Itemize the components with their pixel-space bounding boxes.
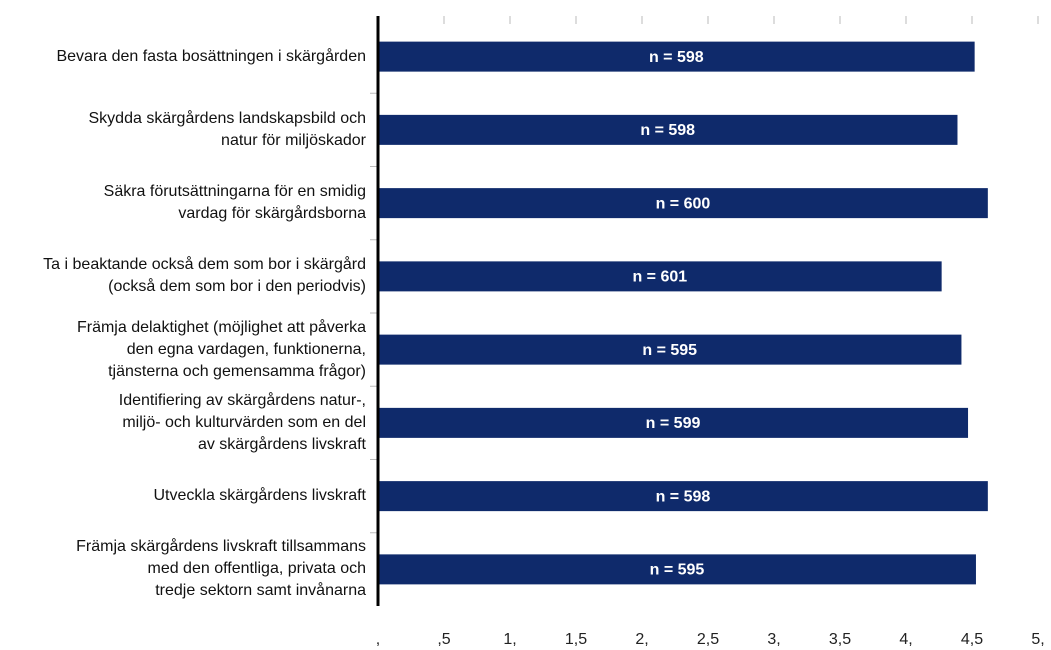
- x-tick-label: 4,: [899, 631, 912, 648]
- y-tick-label: Utveckla skärgårdens livskraft: [153, 487, 366, 505]
- bar-annotation: n = 598: [649, 49, 704, 66]
- x-tick-label: 4,5: [961, 631, 983, 648]
- bar: [378, 114, 958, 145]
- bar: [378, 481, 988, 512]
- x-tick-label: 1,: [503, 631, 516, 648]
- x-tick-label: ,: [376, 631, 380, 648]
- y-tick-label: Ta i beaktande också dem som bor i skärg…: [43, 256, 366, 296]
- bar: [378, 334, 962, 365]
- y-tick-label: Skydda skärgårdens landskapsbild och nat…: [88, 109, 367, 149]
- bar-annotation: n = 595: [650, 562, 705, 579]
- y-tick-label: Säkra förutsättningarna för en smidig va…: [103, 183, 366, 223]
- y-tick-label: Främja skärgårdens livskraft tillsammans…: [76, 538, 366, 600]
- bar-annotation: n = 599: [646, 415, 701, 432]
- bar-annotation: n = 598: [656, 488, 711, 505]
- y-tick-label: Främja delaktighet (möjlighet att påverk…: [76, 318, 366, 380]
- bar: [378, 554, 976, 585]
- x-tick-label: ,5: [437, 631, 450, 648]
- bar: [378, 41, 975, 72]
- bar-annotation: n = 595: [642, 342, 697, 359]
- x-tick-label: 3,: [767, 631, 780, 648]
- x-tick-label: 2,: [635, 631, 648, 648]
- x-tick-label: 2,5: [697, 631, 719, 648]
- y-tick-label: Bevara den fasta bosättningen i skärgård…: [56, 47, 366, 65]
- bar-annotation: n = 601: [632, 269, 687, 286]
- bar: [378, 188, 988, 219]
- bar: [378, 261, 942, 292]
- x-tick-label: 1,5: [565, 631, 587, 648]
- bar-annotation: n = 600: [656, 195, 711, 212]
- y-tick-label: Identifiering av skärgårdens natur-, mil…: [118, 391, 366, 453]
- x-tick-label: 5,: [1031, 631, 1044, 648]
- bar-annotation: n = 598: [640, 122, 695, 139]
- x-tick-label: 3,5: [829, 631, 851, 648]
- bar: [378, 407, 969, 438]
